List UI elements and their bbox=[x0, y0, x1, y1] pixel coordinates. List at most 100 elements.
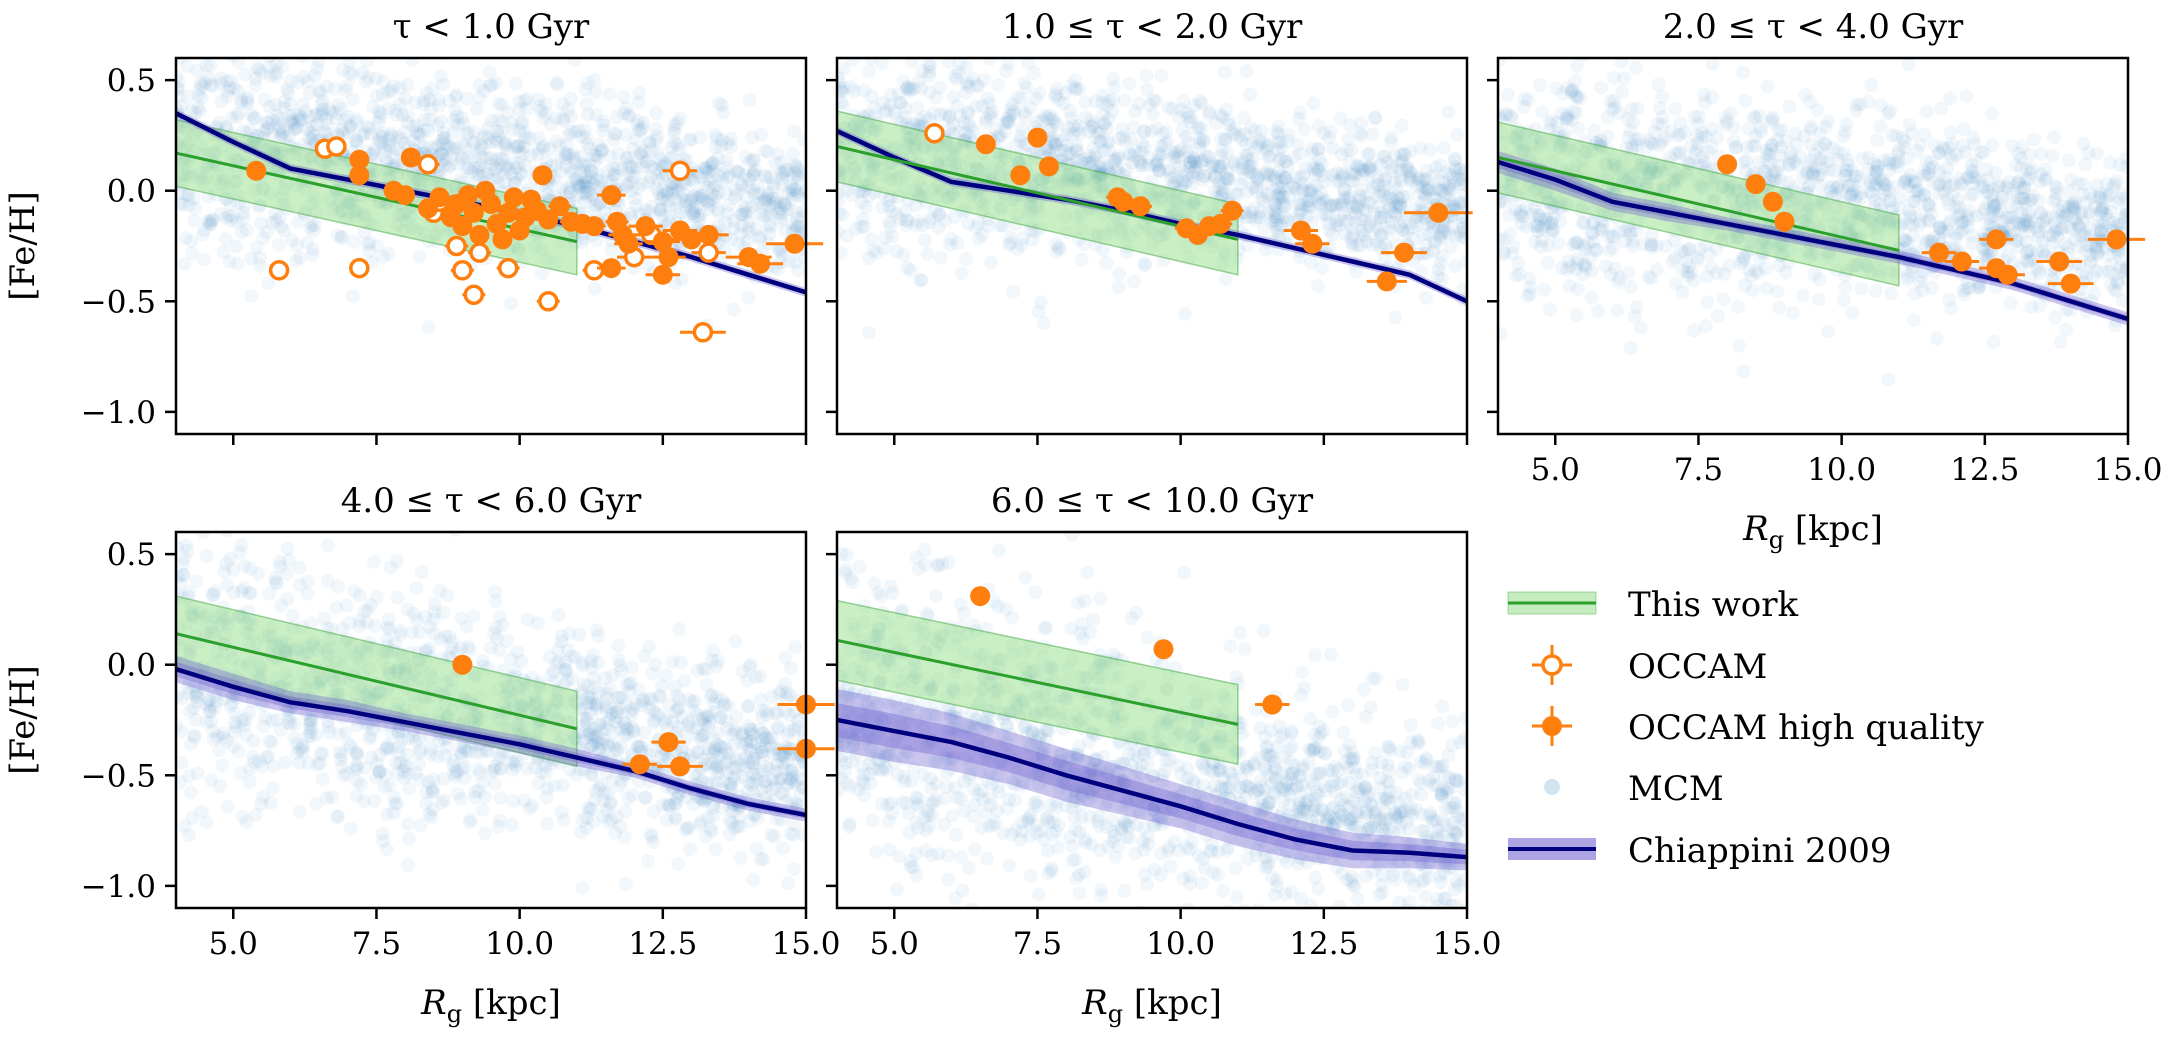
mcm-point bbox=[307, 218, 322, 233]
mcm-point bbox=[1343, 173, 1358, 188]
mcm-point bbox=[1290, 207, 1305, 222]
mcm-point bbox=[361, 70, 376, 85]
mcm-point bbox=[1915, 264, 1930, 279]
mcm-point bbox=[1239, 64, 1254, 79]
mcm-point bbox=[2101, 248, 2116, 262]
chiappini-layer bbox=[837, 126, 1467, 306]
mcm-point bbox=[1939, 161, 1954, 176]
mcm-point bbox=[1569, 235, 1584, 250]
mcm-point bbox=[718, 215, 733, 230]
mcm-point bbox=[960, 216, 975, 231]
mcm-point bbox=[1433, 256, 1448, 271]
mcm-point bbox=[934, 250, 948, 265]
mcm-point bbox=[1081, 155, 1096, 170]
mcm-point bbox=[1456, 166, 1467, 181]
mcm-point bbox=[374, 106, 389, 121]
mcm-point bbox=[441, 160, 456, 175]
mcm-point bbox=[1949, 147, 1964, 162]
mcm-point bbox=[1626, 234, 1640, 249]
mcm-point bbox=[950, 236, 965, 251]
mcm-point bbox=[711, 185, 726, 200]
mcm-point bbox=[1921, 167, 1936, 182]
mcm-point bbox=[1944, 136, 1959, 151]
mcm-point bbox=[1273, 217, 1288, 232]
mcm-point bbox=[221, 0, 235, 12]
mcm-point bbox=[1376, 187, 1391, 202]
mcm-point bbox=[1864, 177, 1879, 192]
mcm-point bbox=[1251, 171, 1266, 186]
mcm-point bbox=[1186, 152, 1201, 167]
mcm-point bbox=[1976, 179, 1991, 194]
mcm-point bbox=[2045, 236, 2060, 251]
mcm-point bbox=[176, 186, 189, 201]
mcm-point bbox=[679, 822, 693, 837]
mcm-point bbox=[1343, 195, 1358, 209]
mcm-point bbox=[2111, 216, 2126, 231]
mcm-point bbox=[2056, 198, 2071, 213]
mcm-point bbox=[1374, 227, 1389, 242]
mcm-point bbox=[1264, 167, 1279, 182]
mcm-point bbox=[1248, 124, 1263, 139]
mcm-point bbox=[302, 109, 317, 124]
mcm-point bbox=[1066, 126, 1081, 141]
mcm-point bbox=[2026, 188, 2041, 203]
mcm-point bbox=[601, 163, 616, 178]
mcm-point bbox=[1521, 20, 1535, 34]
mcm-point bbox=[789, 211, 804, 226]
mcm-point bbox=[284, 116, 299, 131]
mcm-point bbox=[894, 96, 909, 111]
mcm-point bbox=[1556, 86, 1570, 101]
mcm-point bbox=[1821, 324, 1836, 339]
mcm-point bbox=[345, 92, 360, 107]
mcm-point bbox=[1797, 129, 1812, 144]
mcm-point bbox=[1335, 170, 1350, 185]
mcm-point bbox=[1684, 265, 1699, 280]
mcm-point bbox=[641, 175, 656, 190]
mcm-point bbox=[985, 104, 1000, 119]
mcm-point bbox=[508, 139, 522, 154]
mcm-point bbox=[2050, 229, 2065, 244]
mcm-point bbox=[1354, 115, 1369, 130]
mcm-point bbox=[480, 120, 495, 135]
mcm-point bbox=[765, 191, 780, 206]
mcm-point bbox=[1822, 163, 1837, 177]
mcm-point bbox=[281, 86, 296, 100]
mcm-point bbox=[1256, 135, 1271, 150]
mcm-point bbox=[1736, 249, 1751, 264]
mcm-point bbox=[321, 714, 336, 728]
mcm-point bbox=[1679, 254, 1694, 269]
mcm-point bbox=[1345, 235, 1360, 250]
mcm-point bbox=[862, 64, 877, 79]
mcm-point bbox=[256, 124, 271, 139]
mcm-point bbox=[2048, 179, 2063, 194]
mcm-point bbox=[1623, 341, 1638, 356]
mcm-point bbox=[2095, 203, 2110, 218]
mcm-point bbox=[728, 191, 742, 206]
mcm-point bbox=[679, 195, 694, 209]
occam-hq-point bbox=[628, 216, 663, 237]
mcm-point bbox=[495, 152, 510, 166]
mcm-point bbox=[607, 126, 622, 141]
mcm-point bbox=[1760, 147, 1775, 162]
mcm-point bbox=[1377, 251, 1392, 266]
mcm-point bbox=[984, 110, 998, 125]
mcm-point bbox=[1955, 177, 1970, 192]
mcm-point bbox=[653, 202, 668, 217]
mcm-point bbox=[635, 177, 650, 191]
mcm-point bbox=[1960, 275, 1975, 290]
occam-hq-marker bbox=[584, 216, 605, 237]
mcm-point bbox=[1374, 210, 1389, 224]
mcm-point bbox=[1101, 143, 1116, 157]
mcm-point bbox=[1112, 131, 1126, 146]
mcm-point bbox=[508, 76, 523, 91]
mcm-point bbox=[632, 123, 646, 138]
mcm-point bbox=[1240, 238, 1255, 252]
mcm-point bbox=[306, 128, 321, 143]
mcm-point bbox=[1276, 190, 1291, 204]
mcm-point bbox=[2111, 246, 2126, 261]
mcm-point bbox=[1149, 157, 1164, 172]
mcm-point bbox=[187, 22, 201, 36]
mcm-point bbox=[768, 199, 783, 214]
mcm-point bbox=[1921, 213, 1936, 228]
mcm-point bbox=[922, 68, 937, 83]
